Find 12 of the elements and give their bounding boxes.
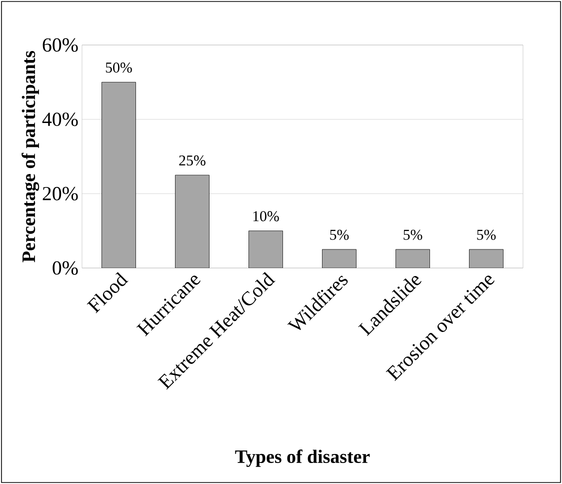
data-label: 50% <box>106 62 132 73</box>
y-tick-label: 20% <box>42 186 78 200</box>
data-label: 5% <box>404 230 422 240</box>
data-label: 25% <box>179 155 206 166</box>
y-tick-label: 40% <box>42 112 78 126</box>
y-tick-label: 60% <box>42 38 78 52</box>
data-label: 5% <box>330 230 349 240</box>
x-axis-title: Types of disaster <box>235 450 370 467</box>
y-tick-label: 0% <box>52 261 78 275</box>
data-label: 10% <box>253 211 279 222</box>
data-label: 5% <box>477 230 496 240</box>
y-axis-title: Percentage of participants <box>22 50 40 262</box>
